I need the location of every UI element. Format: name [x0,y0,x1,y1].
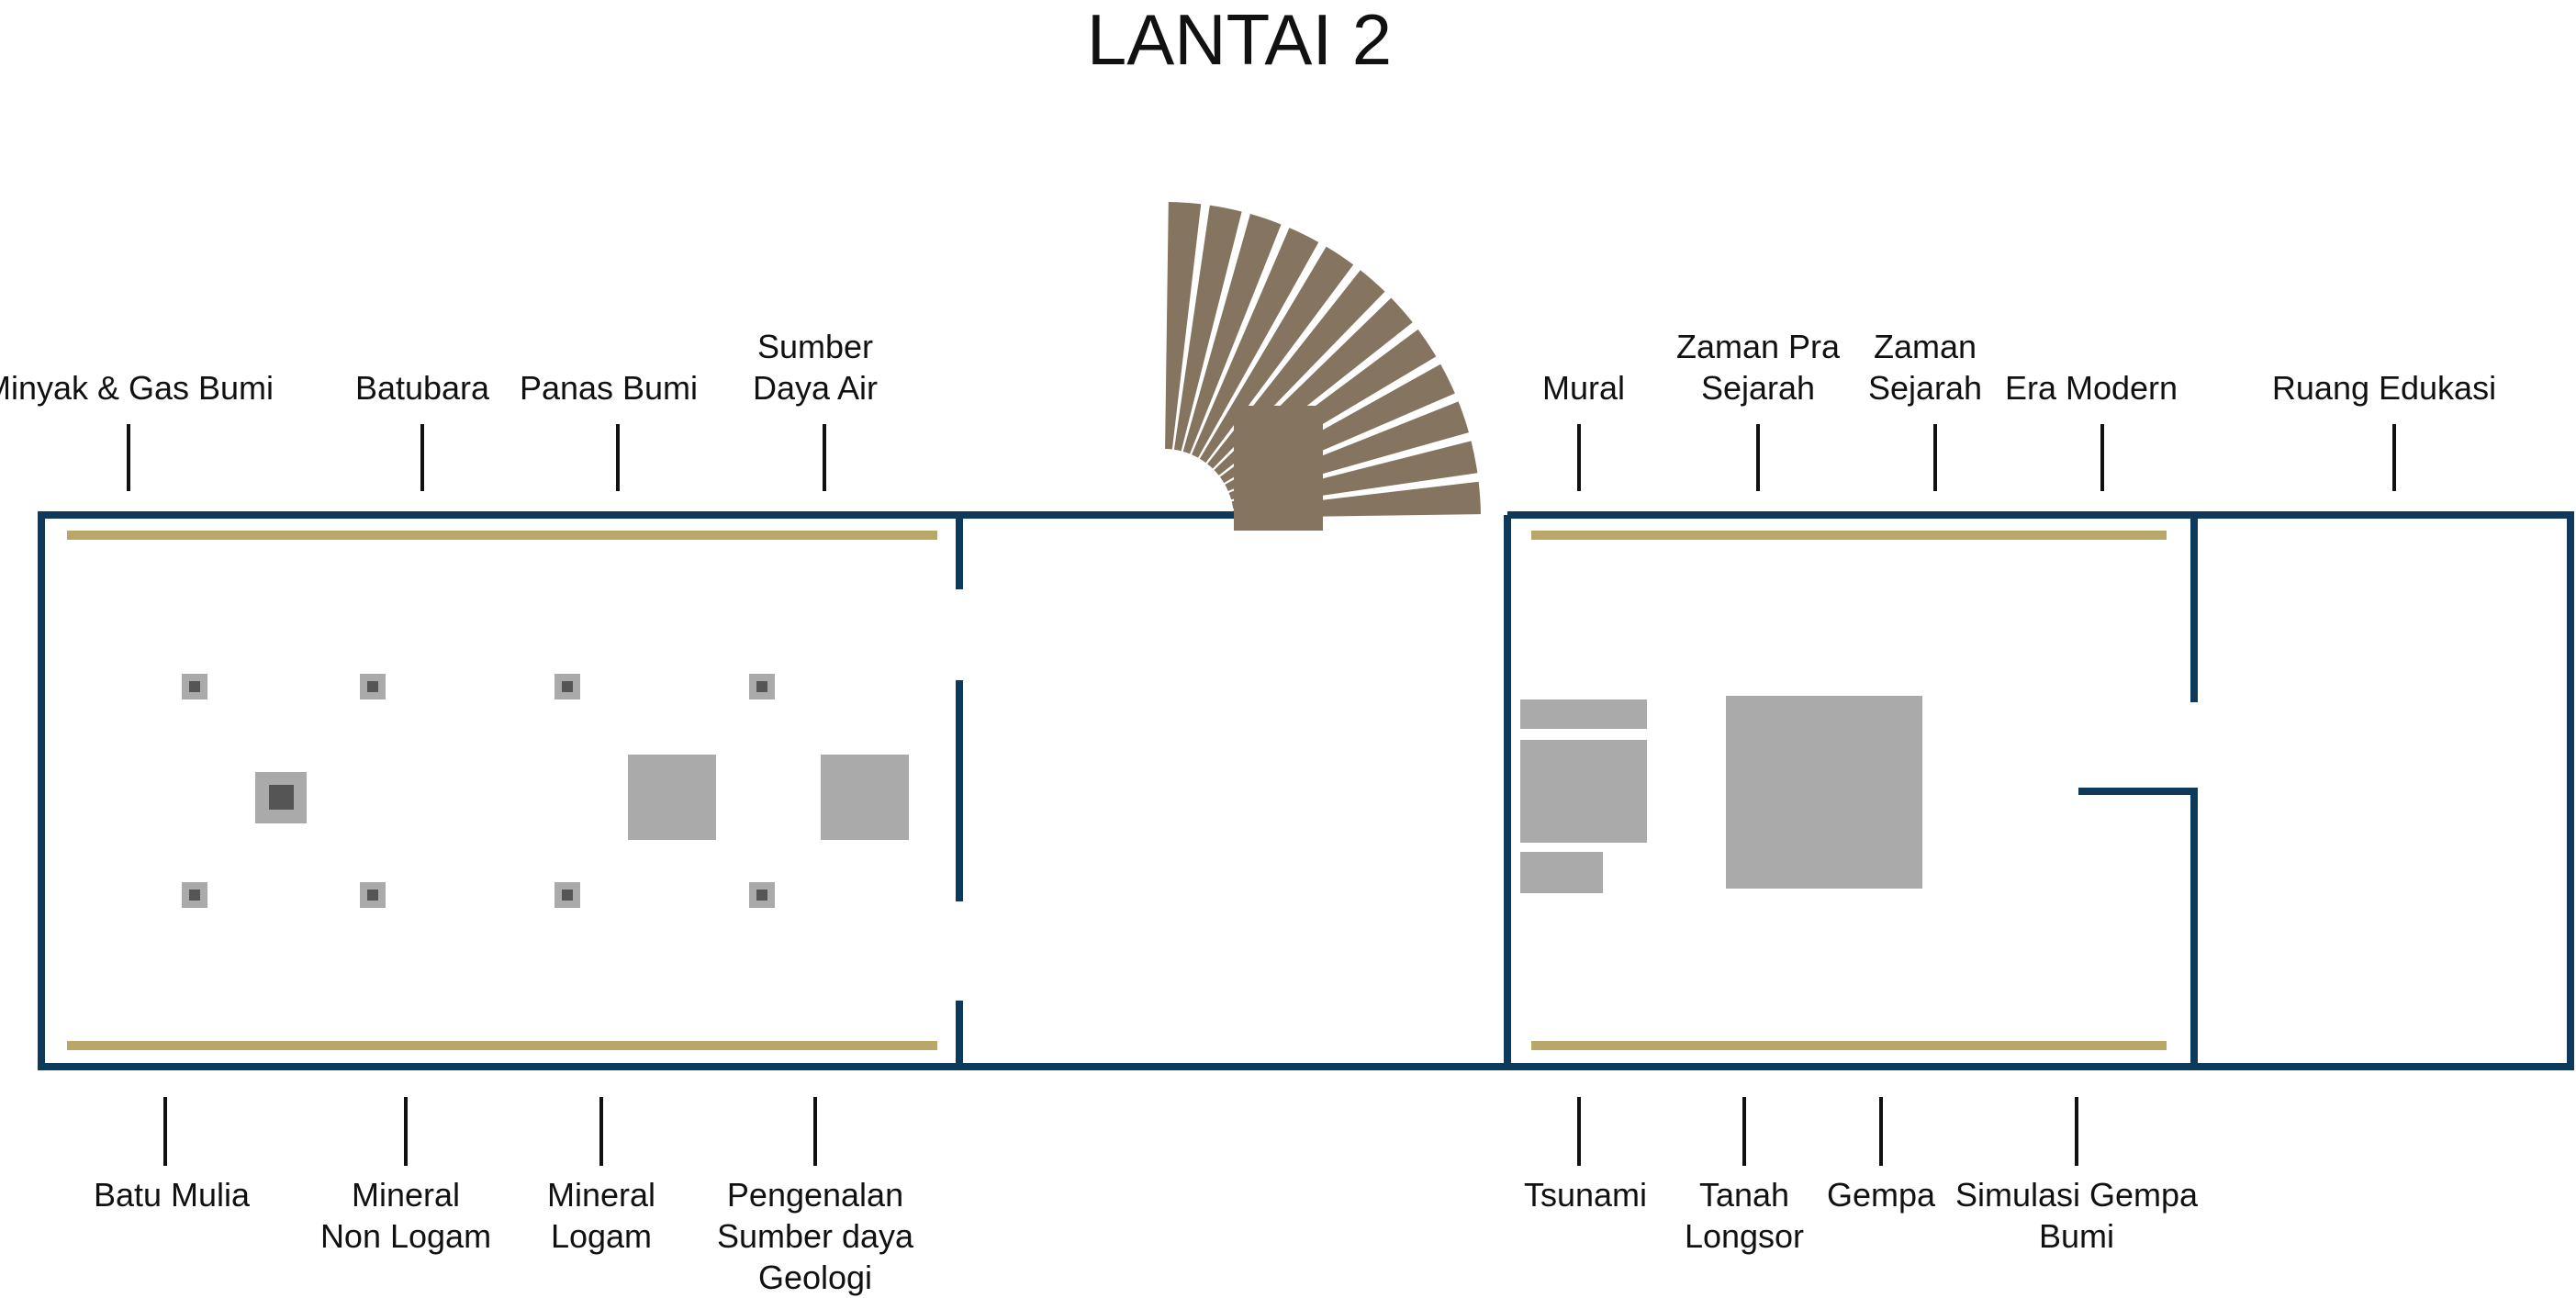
room-label: Batu Mulia [94,1176,251,1214]
room-label: Ruang Edukasi [2272,369,2496,407]
wall-segment [2078,788,2198,1067]
room-label: Panas Bumi [520,369,698,407]
stair-step [1182,214,1282,454]
room-label: Tanah [1699,1176,1789,1214]
exhibit-core [756,681,767,692]
room-label: Sumber [757,328,873,365]
exhibit-display [821,755,909,840]
room-label: Sejarah [1701,369,1815,407]
room-label: Pengenalan [727,1176,903,1214]
exhibit-core [562,681,573,692]
room-label: Simulasi Gempa [1955,1176,2199,1214]
exhibit-core [562,890,573,901]
stair-step [1192,228,1319,458]
room-label: Sejarah [1868,369,1982,407]
room-label: Era Modern [2005,369,2178,407]
display-panels [67,531,2167,1050]
exhibit-core [269,785,294,810]
room-label: Tsunami [1524,1176,1647,1214]
room-label: Geologi [758,1259,872,1296]
exhibit-display [1726,696,1922,889]
room-label: Gempa [1827,1176,1936,1214]
room-label: Daya Air [753,369,878,407]
stair-step [1173,205,1242,452]
room-label: Bumi [2039,1217,2114,1255]
exhibit-core [756,890,767,901]
exhibit-core [189,681,200,692]
room-label: Batubara [355,369,490,407]
room-label: Sumber daya [717,1217,914,1255]
room-label: Minyak & Gas Bumi [0,369,274,407]
exhibit-display [1520,740,1647,843]
exhibit-display [1520,852,1603,893]
exhibit-core [367,890,378,901]
stair-step [1165,202,1202,450]
room-label: Mineral [547,1176,655,1214]
room-label: Zaman Pra [1676,328,1841,365]
room-label: Mural [1542,369,1625,407]
outer-wall-top-gap-right [1507,511,2574,1070]
room-label: Mineral [352,1176,460,1214]
exhibit-stands [182,674,1922,908]
label-leaders [127,424,2396,1166]
walls [38,511,2574,1070]
exhibit-display [628,755,716,840]
spiral-staircase [1165,202,1481,518]
exhibit-core [189,890,200,901]
exhibit-display [1520,699,1647,729]
stair-landing [1234,406,1323,531]
room-label: Non Logam [320,1217,491,1255]
room-label: Logam [551,1217,652,1255]
room-labels: Minyak & Gas Bumi Batubara Panas Bumi Sumbe… [0,328,2496,1296]
room-label: Zaman [1874,328,1977,365]
floor-title: LANTAI 2 [1087,0,1392,80]
room-label: Longsor [1685,1217,1804,1255]
exhibit-core [367,681,378,692]
